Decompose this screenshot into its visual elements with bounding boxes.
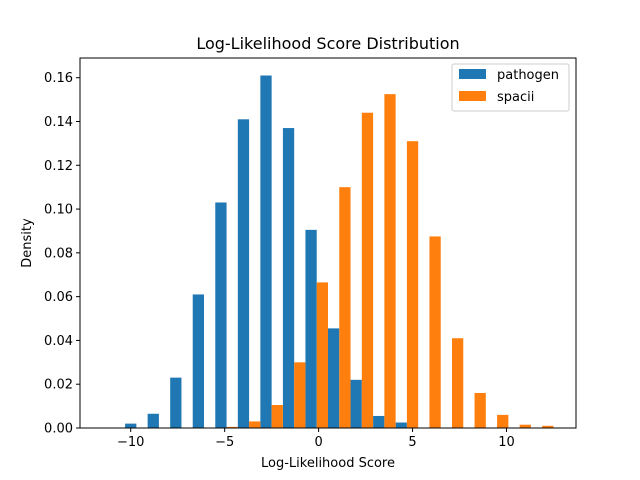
- x-tick-label: 5: [408, 435, 416, 450]
- y-tick-label: 0.12: [44, 159, 73, 174]
- bar-spacii-14: [429, 236, 441, 428]
- y-tick-label: 0.04: [44, 334, 73, 349]
- y-tick-label: 0.16: [44, 71, 73, 86]
- bar-pathogen-12: [373, 415, 385, 428]
- y-axis-label: Density: [20, 218, 35, 268]
- x-axis-ticks: −10 −5 0 5 10: [117, 428, 515, 450]
- legend-swatch-spacii: [459, 91, 486, 101]
- x-tick-label: −10: [117, 435, 144, 450]
- bar-pathogen-8: [282, 128, 295, 428]
- y-tick-label: 0.02: [44, 378, 73, 393]
- x-tick-label: 0: [314, 435, 322, 450]
- x-tick-label: 10: [498, 435, 515, 450]
- bar-pathogen-10: [328, 328, 340, 428]
- bar-pathogen-13: [395, 422, 407, 428]
- bar-spacii-7: [271, 405, 283, 428]
- bar-spacii-13: [406, 141, 419, 429]
- bar-spacii-6: [249, 421, 261, 428]
- bar-spacii-12: [384, 94, 396, 428]
- y-tick-label: 0.06: [44, 290, 73, 305]
- bar-spacii-19: [542, 425, 554, 428]
- bar-pathogen-6: [237, 119, 250, 429]
- bar-spacii-5: [226, 426, 238, 428]
- bar-spacii-10: [339, 187, 351, 428]
- bar-spacii-16: [474, 392, 486, 428]
- legend: pathogen spacii: [451, 63, 570, 112]
- legend-swatch-pathogen: [459, 69, 486, 79]
- chart-title: Log-Likelihood Score Distribution: [196, 34, 459, 53]
- y-axis-ticks: 0.00 0.02 0.04 0.06 0.08 0.10 0.12 0.14 0.16: [44, 71, 80, 437]
- bar-spacii-11: [361, 112, 374, 428]
- bar-pathogen-9: [305, 229, 317, 428]
- legend-label-pathogen: pathogen: [497, 68, 559, 83]
- bar-spacii-9: [316, 282, 328, 428]
- bar-spacii-18: [519, 424, 531, 428]
- x-tick-label: −5: [215, 435, 234, 450]
- plot-frame: [79, 57, 577, 429]
- bar-pathogen-3: [170, 377, 182, 428]
- bar-spacii-15: [452, 338, 464, 428]
- y-tick-label: 0.08: [44, 246, 73, 261]
- bar-pathogen-11: [350, 379, 362, 428]
- legend-label-spacii: spacii: [497, 90, 534, 105]
- bar-spacii-17: [497, 414, 509, 428]
- bars-group: [125, 75, 554, 429]
- x-axis-label: Log-Likelihood Score: [261, 456, 395, 471]
- bar-pathogen-2: [147, 413, 159, 428]
- bar-pathogen-7: [260, 75, 272, 428]
- y-tick-label: 0.14: [44, 115, 73, 130]
- bar-pathogen-4: [192, 294, 204, 428]
- bar-pathogen-5: [215, 202, 227, 428]
- bar-spacii-8: [294, 362, 306, 428]
- y-tick-label: 0.10: [44, 203, 73, 218]
- y-tick-label: 0.00: [44, 422, 73, 437]
- bar-pathogen-1: [125, 423, 137, 428]
